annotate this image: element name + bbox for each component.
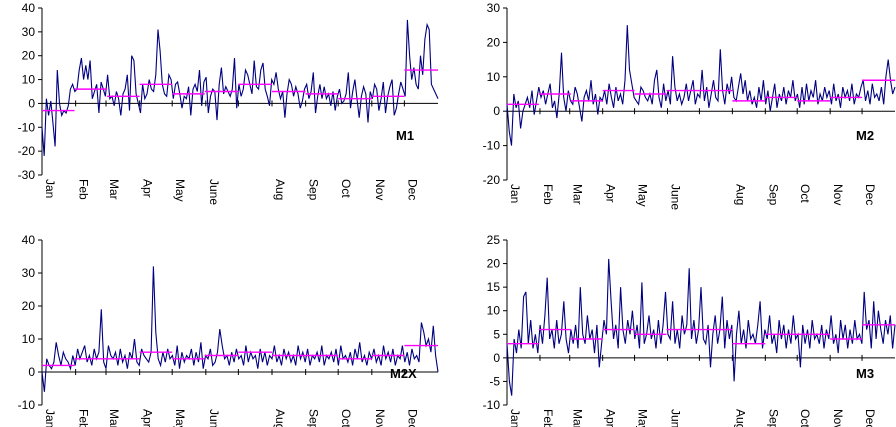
month-label: June bbox=[207, 409, 221, 427]
month-label: Feb bbox=[77, 179, 91, 200]
month-label: Apr bbox=[141, 409, 155, 427]
y-tick-label: -20 bbox=[483, 173, 501, 187]
y-tick-label: 10 bbox=[22, 332, 36, 346]
y-tick-label: -20 bbox=[18, 144, 36, 158]
y-tick-label: 10 bbox=[22, 73, 36, 87]
month-label: Sep bbox=[307, 409, 321, 427]
y-tick-label: 40 bbox=[22, 233, 36, 247]
month-label: Jan bbox=[43, 179, 57, 198]
month-label: Nov bbox=[373, 179, 387, 200]
y-tick-label: -5 bbox=[489, 374, 500, 388]
chart-panel-m1: -30 -20 -10 0 10 20 30 40 Jan Feb Mar Apr May June Aug… bbox=[18, 1, 439, 205]
y-tick-label: 10 bbox=[487, 304, 501, 318]
chart-panel-m2x: -10 0 10 20 30 40 Jan Feb Mar Apr May June Aug Sep Oct… bbox=[18, 233, 439, 427]
y-tick-label: 0 bbox=[493, 351, 500, 365]
month-label: Sep bbox=[766, 409, 780, 427]
month-label: Dec bbox=[405, 179, 419, 200]
y-tick-label: 30 bbox=[487, 1, 501, 15]
chart-panel-m3: -10 -5 0 5 10 15 20 25 Jan Feb Mar Apr May June Aug Sep… bbox=[483, 233, 896, 427]
month-label: Aug bbox=[273, 409, 287, 427]
month-label: Apr bbox=[604, 184, 618, 203]
month-label: Aug bbox=[733, 409, 747, 427]
month-label: Dec bbox=[863, 184, 877, 205]
y-tick-label: 5 bbox=[493, 327, 500, 341]
month-label: Oct bbox=[798, 184, 812, 203]
month-label: May bbox=[173, 409, 187, 427]
data-series-line bbox=[506, 25, 896, 146]
y-tick-label: 25 bbox=[487, 233, 501, 247]
y-tick-label: 20 bbox=[487, 257, 501, 271]
month-label: Sep bbox=[307, 179, 321, 201]
month-label: Jan bbox=[508, 409, 522, 427]
data-series-line bbox=[41, 19, 439, 156]
month-label: May bbox=[173, 179, 187, 202]
panel-label: M2 bbox=[856, 128, 874, 143]
month-label: Nov bbox=[831, 184, 845, 205]
month-label: Feb bbox=[77, 409, 91, 427]
month-label: Mar bbox=[107, 409, 121, 427]
month-label: June bbox=[207, 179, 221, 205]
month-label: Dec bbox=[405, 409, 419, 427]
y-tick-label: 0 bbox=[493, 104, 500, 118]
month-label: Dec bbox=[863, 409, 877, 427]
month-label: Feb bbox=[541, 409, 555, 427]
month-label: Jan bbox=[43, 409, 57, 427]
panel-label: M1 bbox=[396, 128, 414, 143]
y-tick-label: 40 bbox=[22, 1, 36, 15]
y-tick-label: 20 bbox=[487, 35, 501, 49]
y-tick-label: -10 bbox=[483, 139, 501, 153]
chart-panel-m2: -20 -10 0 10 20 30 Jan Feb Mar Apr May June Aug Sep Oc… bbox=[483, 1, 896, 210]
month-label: June bbox=[669, 184, 683, 210]
y-tick-label: -30 bbox=[18, 168, 36, 182]
month-label: June bbox=[669, 409, 683, 427]
month-label: Nov bbox=[373, 409, 387, 427]
y-tick-label: 15 bbox=[487, 280, 501, 294]
panel-label: M3 bbox=[856, 366, 874, 381]
y-tick-label: 20 bbox=[22, 299, 36, 313]
month-label: Mar bbox=[571, 184, 585, 205]
month-label: Oct bbox=[798, 409, 812, 427]
month-label: Feb bbox=[541, 184, 555, 205]
month-label: May bbox=[636, 184, 650, 207]
month-label: Nov bbox=[831, 409, 845, 427]
month-label: Apr bbox=[141, 179, 155, 198]
y-tick-label: 30 bbox=[22, 25, 36, 39]
month-label: Apr bbox=[604, 409, 618, 427]
y-tick-label: -10 bbox=[18, 398, 36, 412]
y-tick-label: 20 bbox=[22, 49, 36, 63]
y-tick-label: 0 bbox=[28, 365, 35, 379]
panel-label: M2X bbox=[390, 366, 417, 381]
month-label: Mar bbox=[107, 179, 121, 200]
y-tick-label: 10 bbox=[487, 70, 501, 84]
data-series-line bbox=[41, 266, 439, 392]
month-label: Oct bbox=[339, 409, 353, 427]
month-label: May bbox=[636, 409, 650, 427]
month-label: Aug bbox=[733, 184, 747, 205]
y-tick-label: -10 bbox=[18, 120, 36, 134]
month-label: Mar bbox=[571, 409, 585, 427]
month-label: Sep bbox=[766, 184, 780, 206]
y-tick-label: 0 bbox=[28, 96, 35, 110]
data-series-line bbox=[506, 258, 896, 396]
month-label: Aug bbox=[273, 179, 287, 200]
month-label: Jan bbox=[508, 184, 522, 203]
y-tick-label: 30 bbox=[22, 266, 36, 280]
month-label: Oct bbox=[339, 179, 353, 198]
y-tick-label: -10 bbox=[483, 398, 501, 412]
